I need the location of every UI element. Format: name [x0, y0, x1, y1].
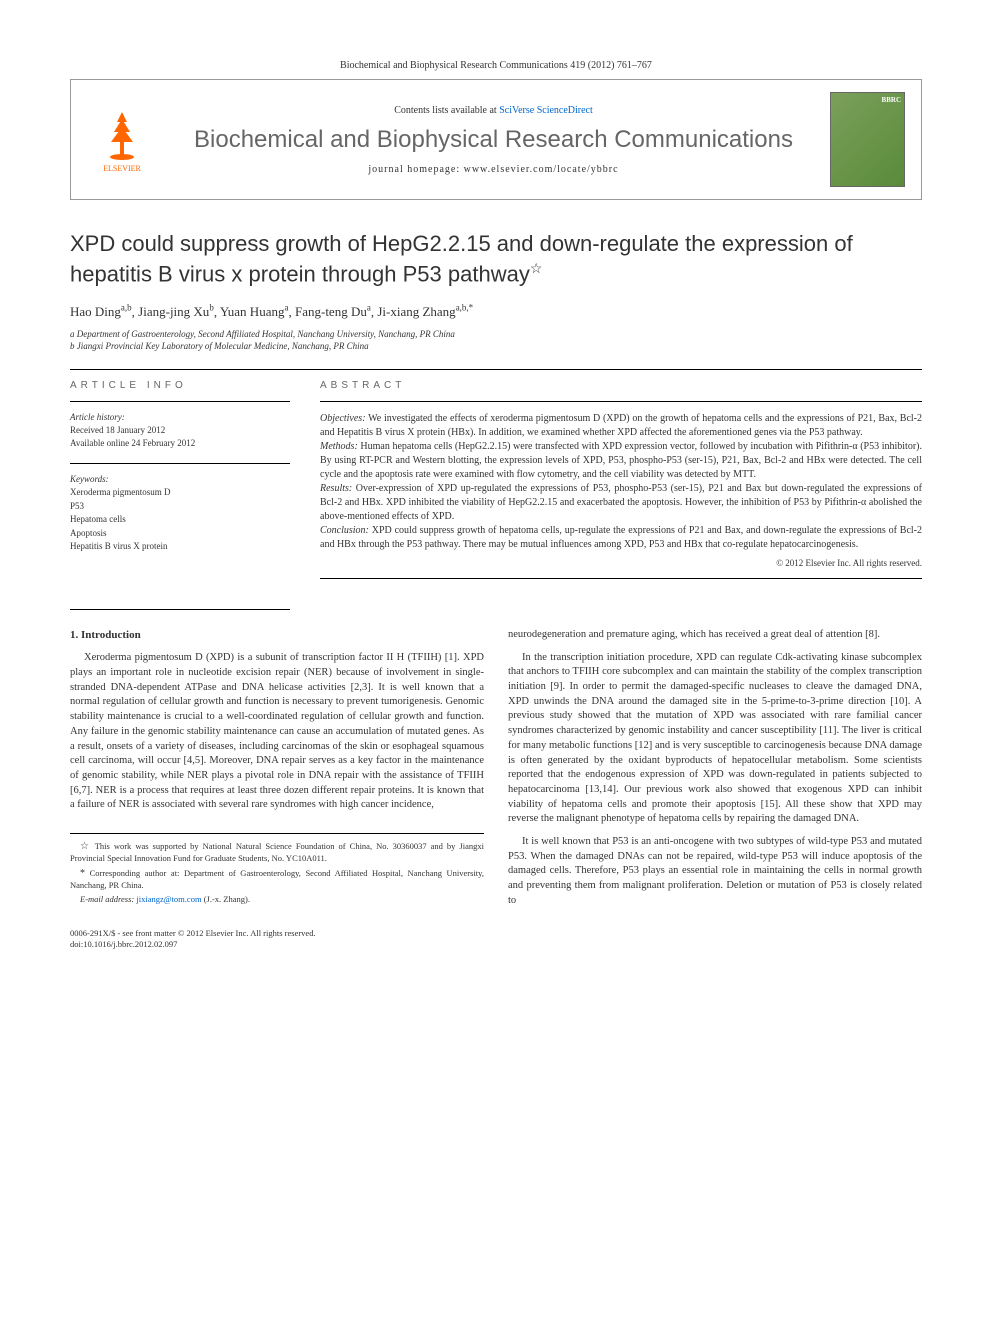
journal-header-box: ELSEVIER Contents lists available at Sci… [70, 79, 922, 200]
column-right: neurodegeneration and premature aging, w… [508, 628, 922, 916]
article-info-panel: ARTICLE INFO Article history: Received 1… [70, 380, 290, 589]
online-date: Available online 24 February 2012 [70, 437, 290, 450]
methods-text: Human hepatoma cells (HepG2.2.15) were t… [320, 441, 922, 480]
abstract-body: Objectives: We investigated the effects … [320, 412, 922, 552]
elsevier-tree-icon [97, 107, 147, 162]
objectives-text: We investigated the effects of xeroderma… [320, 413, 922, 438]
col2-p2: In the transcription initiation procedur… [508, 651, 922, 827]
affiliation-b: b Jiangxi Provincial Key Laboratory of M… [70, 340, 922, 353]
email-footnote: E-mail address: jixiangz@tom.com (J.-x. … [70, 894, 484, 905]
methods-label: Methods: [320, 441, 358, 452]
article-body: 1. Introduction Xeroderma pigmentosum D … [70, 628, 922, 916]
page-footer: 0006-291X/$ - see front matter © 2012 El… [70, 928, 922, 950]
conclusion-label: Conclusion: [320, 525, 369, 536]
author-1: Hao Dinga,b [70, 304, 132, 319]
keyword-1: Xeroderma pigmentosum D [70, 486, 290, 500]
col2-p3: It is well known that P53 is an anti-onc… [508, 835, 922, 908]
corresponding-footnote: * Corresponding author at: Department of… [70, 867, 484, 891]
issn-line: 0006-291X/$ - see front matter © 2012 El… [70, 928, 316, 939]
keyword-5: Hepatitis B virus X protein [70, 540, 290, 554]
abstract-copyright: © 2012 Elsevier Inc. All rights reserved… [320, 558, 922, 568]
affiliations: a Department of Gastroenterology, Second… [70, 328, 922, 353]
funding-footnote: ☆ This work was supported by National Na… [70, 840, 484, 864]
author-4: Fang-teng Dua [295, 304, 371, 319]
contents-available-line: Contents lists available at SciVerse Sci… [167, 105, 820, 116]
article-title: XPD could suppress growth of HepG2.2.15 … [70, 230, 922, 289]
intro-p1: Xeroderma pigmentosum D (XPD) is a subun… [70, 651, 484, 813]
title-text: XPD could suppress growth of HepG2.2.15 … [70, 231, 853, 286]
email-link[interactable]: jixiangz@tom.com [136, 894, 201, 904]
info-divider-1 [70, 401, 290, 402]
col2-p1: neurodegeneration and premature aging, w… [508, 628, 922, 643]
journal-cover-thumbnail: BBRC [830, 92, 905, 187]
objectives-label: Objectives: [320, 413, 366, 424]
affiliation-a: a Department of Gastroenterology, Second… [70, 328, 922, 341]
footnotes: ☆ This work was supported by National Na… [70, 833, 484, 905]
article-info-heading: ARTICLE INFO [70, 380, 290, 391]
contents-text: Contents lists available at [394, 105, 499, 116]
keyword-3: Hepatoma cells [70, 513, 290, 527]
intro-heading: 1. Introduction [70, 628, 484, 643]
keyword-4: Apoptosis [70, 527, 290, 541]
history-heading: Article history: [70, 412, 290, 422]
doi-line: doi:10.1016/j.bbrc.2012.02.097 [70, 939, 316, 950]
cover-abbrev: BBRC [882, 96, 901, 104]
abstract-heading: ABSTRACT [320, 380, 922, 391]
sciencedirect-link[interactable]: SciVerse ScienceDirect [499, 105, 593, 116]
keywords-heading: Keywords: [70, 474, 290, 484]
divider-top [70, 369, 922, 370]
title-footnote-marker: ☆ [530, 260, 543, 276]
results-text: Over-expression of XPD up-regulated the … [320, 483, 922, 522]
authors-list: Hao Dinga,b, Jiang-jing Xub, Yuan Huanga… [70, 303, 922, 320]
journal-name: Biochemical and Biophysical Research Com… [167, 126, 820, 154]
column-left: 1. Introduction Xeroderma pigmentosum D … [70, 628, 484, 916]
author-2: Jiang-jing Xub [138, 304, 214, 319]
abstract-bottom-divider [320, 578, 922, 579]
abstract-divider [320, 401, 922, 402]
author-5: Ji-xiang Zhanga,b,* [377, 304, 473, 319]
elsevier-logo: ELSEVIER [87, 100, 157, 180]
keywords-list: Xeroderma pigmentosum D P53 Hepatoma cel… [70, 486, 290, 554]
keyword-2: P53 [70, 500, 290, 514]
abstract-panel: ABSTRACT Objectives: We investigated the… [320, 380, 922, 589]
elsevier-label: ELSEVIER [103, 164, 141, 173]
results-label: Results: [320, 483, 352, 494]
divider-main [70, 609, 290, 610]
received-date: Received 18 January 2012 [70, 424, 290, 437]
conclusion-text: XPD could suppress growth of hepatoma ce… [320, 525, 922, 550]
author-3: Yuan Huanga [220, 304, 289, 319]
journal-citation: Biochemical and Biophysical Research Com… [70, 60, 922, 71]
info-divider-2 [70, 463, 290, 464]
journal-homepage: journal homepage: www.elsevier.com/locat… [167, 164, 820, 175]
